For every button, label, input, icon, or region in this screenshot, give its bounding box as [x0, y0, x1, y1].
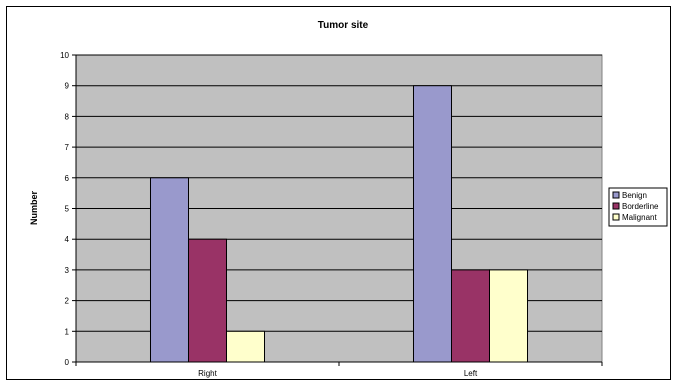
- plot-area: 0 1 2 3 4 5 6 7 8 9 10 Right Left: [60, 51, 603, 378]
- y-tick-label: 8: [65, 112, 70, 121]
- legend-label: Benign: [622, 191, 647, 200]
- y-tick-label: 7: [65, 143, 70, 152]
- y-tick-label: 0: [65, 358, 70, 367]
- bar-malignant-right: [226, 330, 266, 363]
- y-tick-label: 6: [65, 174, 70, 183]
- y-tick-label: 9: [65, 82, 70, 91]
- bar-benign-left: [412, 85, 452, 363]
- y-tick-label: 1: [65, 327, 70, 336]
- x-tick-label: Right: [198, 369, 217, 378]
- x-tick-label: Left: [464, 369, 478, 378]
- chart-title: Tumor site: [318, 20, 369, 31]
- legend-label: Borderline: [622, 202, 659, 211]
- legend-swatch: [612, 191, 620, 199]
- y-tick-label: 2: [65, 297, 70, 306]
- y-tick-label: 4: [65, 235, 70, 244]
- bar-borderline-left: [450, 269, 491, 363]
- legend-label: Malignant: [622, 213, 657, 222]
- bar-benign-right: [149, 177, 189, 363]
- y-tick-label: 5: [65, 205, 70, 214]
- legend: Benign Borderline Malignant: [608, 187, 668, 227]
- legend-swatch: [612, 202, 620, 210]
- y-tick-label: 3: [65, 266, 70, 275]
- y-axis-label: Number: [29, 191, 39, 226]
- legend-swatch: [612, 213, 620, 221]
- y-tick-label: 10: [60, 51, 69, 60]
- bar-malignant-left: [489, 269, 529, 363]
- bar-borderline-right: [187, 238, 228, 363]
